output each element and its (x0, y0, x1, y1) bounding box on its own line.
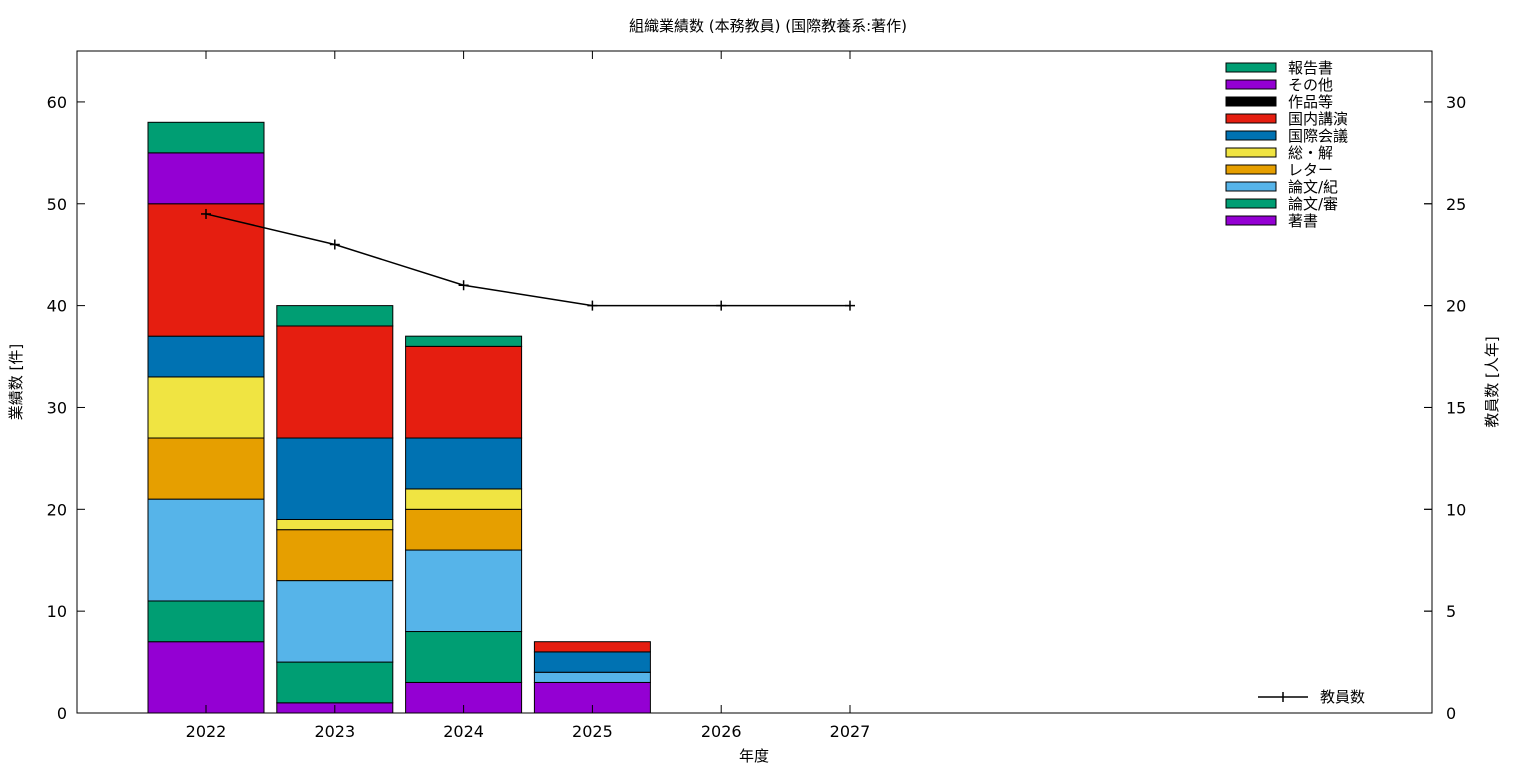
x-tick-label: 2026 (701, 722, 742, 741)
bar-segment (147, 335, 265, 378)
y2-tick-label: 30 (1446, 93, 1466, 112)
chart-title: 組織業績数 (本務教員) (国際教養系:著作) (629, 17, 907, 35)
bar-segment (147, 121, 265, 154)
bar-segment (533, 651, 651, 673)
legend-label: 総・解 (1288, 144, 1333, 162)
y2-tick-label: 25 (1446, 195, 1466, 214)
legend-label: 報告書 (1288, 59, 1333, 77)
y2-axis-label: 教員数 [人年] (1483, 336, 1501, 427)
legend-swatch (1225, 198, 1277, 209)
bar-segment (147, 203, 265, 337)
legend-swatch (1225, 113, 1277, 124)
bar-segment (276, 529, 394, 582)
teacher-count-line (205, 213, 850, 307)
bar-segment (405, 631, 523, 683)
bar-segment (405, 488, 523, 510)
y-tick-label: 0 (57, 704, 67, 723)
bar-segment (276, 518, 394, 531)
y-tick-label: 60 (47, 93, 67, 112)
bar-segment (147, 437, 265, 500)
y2-tick-label: 0 (1446, 704, 1456, 723)
y-tick-label: 30 (47, 398, 67, 417)
bar-segment (405, 437, 523, 490)
legend-label: 論文/紀 (1288, 178, 1338, 196)
legend-swatch (1225, 62, 1277, 73)
bar-segment (276, 661, 394, 704)
legend-label: 作品等 (1288, 93, 1333, 111)
bar-segment (147, 152, 265, 205)
y2-tick-label: 20 (1446, 297, 1466, 316)
y-axis-label: 業績数 [件] (7, 344, 25, 420)
bar-segment (405, 549, 523, 633)
x-tick-label: 2024 (443, 722, 484, 741)
legend-label-line: 教員数 (1320, 688, 1365, 706)
legend-swatch (1225, 181, 1277, 192)
bar-segment (147, 498, 265, 602)
y-tick-label: 10 (47, 602, 67, 621)
legend-swatch (1225, 147, 1277, 158)
bar-segment (147, 600, 265, 643)
bar-segment (276, 580, 394, 663)
x-tick-label: 2025 (572, 722, 613, 741)
bar-segment (405, 335, 523, 347)
legend-swatch (1225, 215, 1277, 226)
legend-label: 国際会議 (1288, 127, 1348, 145)
x-axis-label: 年度 (739, 747, 769, 765)
bar-segment (276, 437, 394, 520)
bar-segment (533, 641, 651, 653)
bar-segment (147, 376, 265, 439)
legend-label: 論文/審 (1288, 195, 1338, 213)
plot-frame (76, 50, 1433, 714)
bar-segment (147, 641, 265, 714)
bar-segment (405, 345, 523, 439)
bar-segment (533, 671, 651, 683)
y2-tick-label: 5 (1446, 602, 1456, 621)
y2-tick-label: 15 (1446, 398, 1466, 417)
x-tick-label: 2022 (186, 722, 227, 741)
y-tick-label: 40 (47, 297, 67, 316)
bar-segment (276, 325, 394, 439)
y2-tick-label: 10 (1446, 500, 1466, 519)
y-tick-label: 20 (47, 500, 67, 519)
legend-label: その他 (1288, 76, 1333, 94)
legend-swatch (1225, 96, 1277, 107)
legend-swatch (1225, 130, 1277, 141)
legend-label: 国内講演 (1288, 110, 1348, 128)
legend-swatch (1225, 79, 1277, 90)
bar-segment (276, 305, 394, 327)
x-tick-label: 2023 (314, 722, 355, 741)
x-tick-label: 2027 (830, 722, 871, 741)
y-tick-label: 50 (47, 195, 67, 214)
bar-segment (405, 508, 523, 551)
legend-label: 著書 (1288, 212, 1318, 230)
legend-label: レター (1288, 161, 1333, 179)
legend-swatch (1225, 164, 1277, 175)
